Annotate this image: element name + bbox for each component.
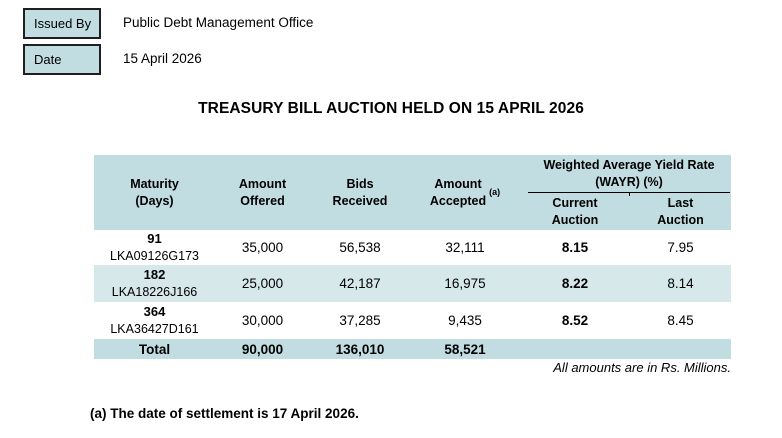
header-bids-received: Bids Received	[332, 176, 388, 208]
total-bids-received: 136,010	[335, 341, 385, 357]
current-auction-yield: 8.22	[561, 276, 589, 291]
header-last-auction: Last Auction	[657, 195, 704, 227]
issued-by-box: Issued By	[23, 8, 101, 39]
amount-offered-value: 25,000	[241, 276, 284, 291]
date-label: Date	[34, 52, 62, 67]
table-total-row: Total 90,000 136,010 58,521	[94, 339, 731, 359]
units-note: All amounts are in Rs. Millions.	[553, 360, 731, 375]
header-current-auction: Current Auction	[551, 195, 599, 227]
page-title: TREASURY BILL AUCTION HELD ON 15 APRIL 2…	[198, 100, 584, 117]
total-label: Total	[138, 341, 171, 357]
header-amount-accepted: Amount Accepted (a)	[429, 176, 501, 208]
amount-offered-value: 30,000	[241, 313, 284, 328]
amount-accepted-value: 9,435	[448, 313, 482, 328]
total-current-auction-empty	[520, 339, 630, 359]
last-auction-yield: 8.14	[667, 276, 694, 291]
total-amount-accepted: 58,521	[444, 341, 486, 357]
maturity-days: 364	[143, 303, 166, 319]
amount-accepted-value: 16,975	[444, 276, 486, 291]
amount-accepted-value: 32,111	[445, 240, 485, 255]
header-amount-offered: Amount Offered	[238, 176, 287, 208]
header-wayr-group: Weighted Average Yield Rate (WAYR) (%) C…	[520, 155, 731, 230]
current-auction-yield: 8.15	[561, 240, 589, 255]
maturity-cell: 182 LKA18226J166	[94, 265, 215, 302]
settlement-footnote: (a) The date of settlement is 17 April 2…	[90, 406, 359, 421]
amount-offered-value: 35,000	[241, 240, 284, 255]
table-row-91: 91 LKA09126G173 35,000 56,538 32,111 8.1…	[94, 230, 731, 265]
bids-received-value: 42,187	[339, 276, 381, 291]
issued-by-label: Issued By	[34, 16, 92, 31]
current-auction-yield: 8.52	[561, 313, 589, 328]
date-value: 15 April 2026	[123, 51, 202, 66]
table-header-row: Maturity (Days) Amount Offered Bids Rece…	[94, 155, 731, 230]
maturity-days: 182	[143, 266, 166, 282]
isin-code: LKA18226J166	[111, 284, 198, 299]
date-box: Date	[23, 44, 101, 75]
maturity-cell: 91 LKA09126G173	[94, 230, 215, 265]
total-last-auction-empty	[630, 339, 731, 359]
last-auction-yield: 8.45	[667, 313, 694, 328]
header-wayr-title: Weighted Average Yield Rate (WAYR) (%)	[528, 155, 730, 196]
issued-by-value: Public Debt Management Office	[123, 15, 314, 30]
last-auction-yield: 7.95	[667, 240, 694, 255]
auction-table: Maturity (Days) Amount Offered Bids Rece…	[94, 155, 731, 359]
isin-code: LKA36427D161	[110, 321, 199, 336]
bids-received-value: 37,285	[339, 313, 381, 328]
header-maturity: Maturity (Days)	[130, 176, 179, 208]
total-amount-offered: 90,000	[241, 341, 284, 357]
table-row-182: 182 LKA18226J166 25,000 42,187 16,975 8.…	[94, 265, 731, 302]
maturity-cell: 364 LKA36427D161	[94, 302, 215, 339]
maturity-days: 91	[147, 230, 162, 246]
isin-code: LKA09126G173	[110, 248, 199, 263]
bids-received-value: 56,538	[339, 240, 381, 255]
table-row-364: 364 LKA36427D161 30,000 37,285 9,435 8.5…	[94, 302, 731, 339]
footnote-marker: (a)	[489, 187, 501, 198]
header-wayr-subcolumns: Current Auction Last Auction	[520, 193, 731, 230]
